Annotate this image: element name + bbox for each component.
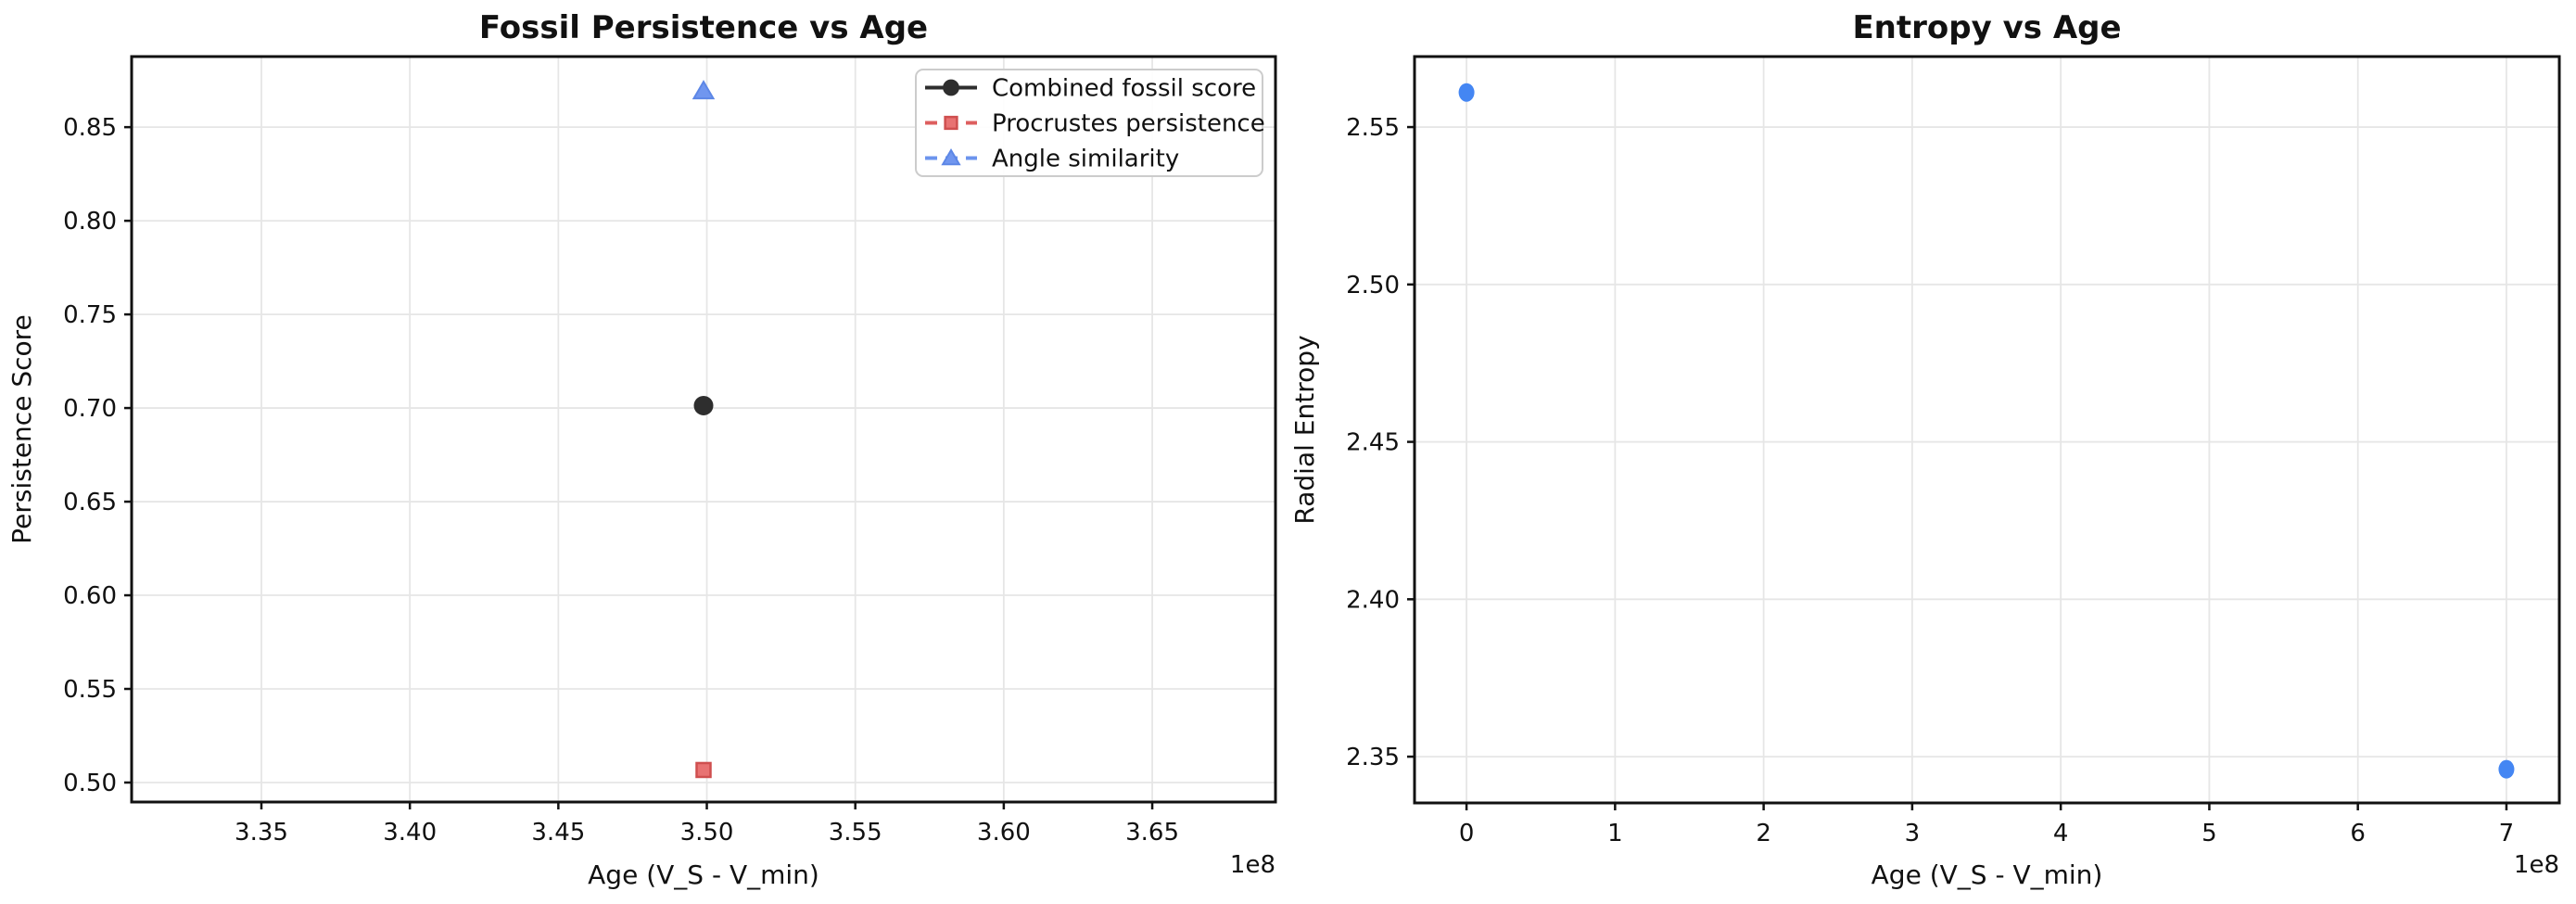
- y-axis-label: Radial Entropy: [1289, 335, 1320, 524]
- y-tick-label: 0.50: [63, 770, 117, 797]
- subplot-entropy: 0 1 2 3 4 5 6 7 2.35 2.40 2.45 2.50 2.55 1e8 Age (V_S …: [1289, 55, 2561, 890]
- legend-label: Angle similarity: [992, 146, 1179, 173]
- y-tick-label: 0.55: [63, 676, 117, 704]
- subplot-fossil-persistence: 3.35 3.40 3.45 3.50 3.55 3.60 3.65 0.50 0.55 0.60…: [6, 55, 1277, 890]
- y-tick-label: 2.55: [1346, 114, 1400, 142]
- x-tick-label: 6: [2350, 820, 2366, 847]
- x-tick-label: 1: [1607, 820, 1623, 847]
- x-tick-label: 7: [2499, 820, 2515, 847]
- y-tick-label: 2.50: [1346, 272, 1400, 299]
- data-point-square: [695, 761, 712, 779]
- y-tick-label: 0.80: [63, 208, 117, 236]
- x-tick-label: 3.40: [383, 819, 437, 847]
- x-tick-label: 5: [2202, 820, 2217, 847]
- y-tick-label: 2.35: [1346, 744, 1400, 771]
- data-point-square: [944, 115, 958, 131]
- y-tick-label: 2.40: [1346, 586, 1400, 614]
- x-tick-label: 2: [1756, 820, 1771, 847]
- x-tick-label: 3: [1905, 820, 1921, 847]
- legend: Combined fossil score Procrustes persiste…: [915, 69, 1265, 177]
- y-tick-label: 0.75: [63, 301, 117, 329]
- data-point-dot: [1458, 83, 1475, 102]
- data-point-circle: [693, 395, 714, 415]
- x-axis-label: Age (V_S - V_min): [1872, 859, 2103, 890]
- axes-spines: [1413, 55, 2561, 805]
- legend-box: [915, 69, 1263, 177]
- data-point-triangle: [941, 148, 961, 166]
- x-axis-offset-label: 1e8: [1230, 851, 1275, 879]
- data-point-triangle: [692, 80, 716, 100]
- data-point-dot: [2498, 759, 2515, 779]
- x-tick-label: 0: [1459, 820, 1475, 847]
- x-tick-label: 3.35: [235, 819, 288, 847]
- x-tick-label: 3.50: [680, 819, 734, 847]
- x-tick-label: 3.60: [977, 819, 1031, 847]
- x-axis-offset-label: 1e8: [2514, 851, 2559, 879]
- y-tick-label: 0.70: [63, 395, 117, 423]
- y-tick-label: 0.85: [63, 114, 117, 142]
- y-tick-label: 0.60: [63, 582, 117, 610]
- y-tick-label: 0.65: [63, 489, 117, 516]
- legend-label: Combined fossil score: [992, 75, 1256, 103]
- y-axis-label: Persistence Score: [6, 314, 37, 543]
- legend-label: Procrustes persistence: [992, 110, 1265, 138]
- x-tick-label: 3.65: [1125, 819, 1179, 847]
- x-axis-label: Age (V_S - V_min): [588, 859, 819, 890]
- x-tick-label: 3.55: [829, 819, 882, 847]
- axes-spines: [130, 55, 1277, 804]
- x-tick-label: 3.45: [531, 819, 585, 847]
- y-tick-label: 2.45: [1346, 429, 1400, 457]
- left-chart-title: Fossil Persistence vs Age: [478, 9, 929, 46]
- x-tick-label: 4: [2053, 820, 2069, 847]
- right-chart-title: Entropy vs Age: [1852, 9, 2122, 46]
- data-point-circle: [943, 79, 959, 96]
